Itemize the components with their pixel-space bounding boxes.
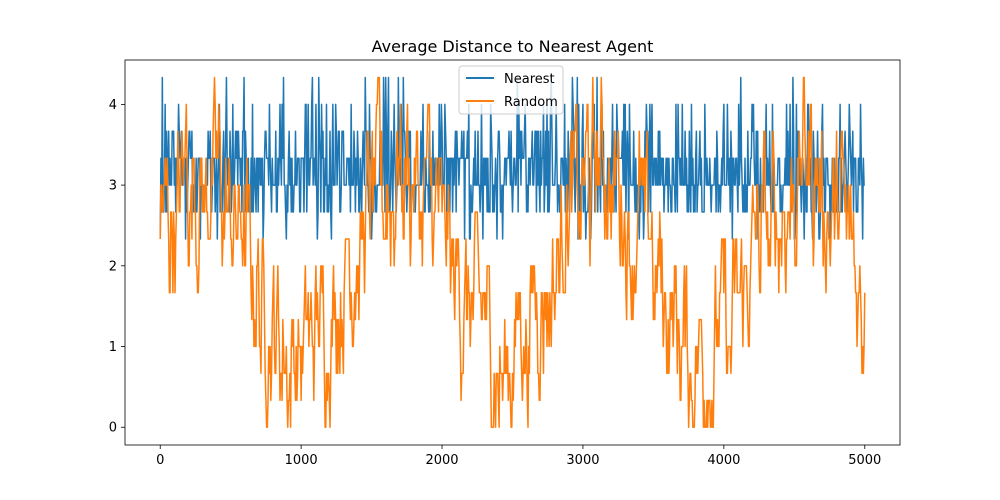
axes-frame [124, 59, 901, 446]
legend: Nearest Random [458, 65, 564, 115]
x-tick-label: 2000 [425, 453, 458, 468]
x-tick-label: 1000 [285, 453, 318, 468]
y-tick-label: 0 [109, 421, 117, 436]
x-tick-label: 0 [156, 453, 164, 468]
y-tick-label: 2 [109, 259, 117, 274]
y-axis: 0 1 2 3 4 [109, 98, 125, 436]
legend-label-random: Random [504, 95, 558, 110]
x-tick-label: 4000 [707, 453, 740, 468]
y-tick-label: 4 [109, 98, 117, 113]
x-tick-label: 5000 [848, 453, 881, 468]
legend-label-nearest: Nearest [504, 72, 555, 87]
y-tick-label: 1 [109, 340, 117, 355]
y-tick-label: 3 [109, 179, 117, 194]
x-axis: 0 1000 2000 3000 4000 5000 [156, 445, 881, 468]
chart-title: Average Distance to Nearest Agent [372, 37, 654, 56]
series-line-random [159, 76, 866, 428]
series-line-nearest [159, 76, 865, 240]
x-tick-label: 3000 [566, 453, 599, 468]
series-layer [159, 76, 866, 428]
